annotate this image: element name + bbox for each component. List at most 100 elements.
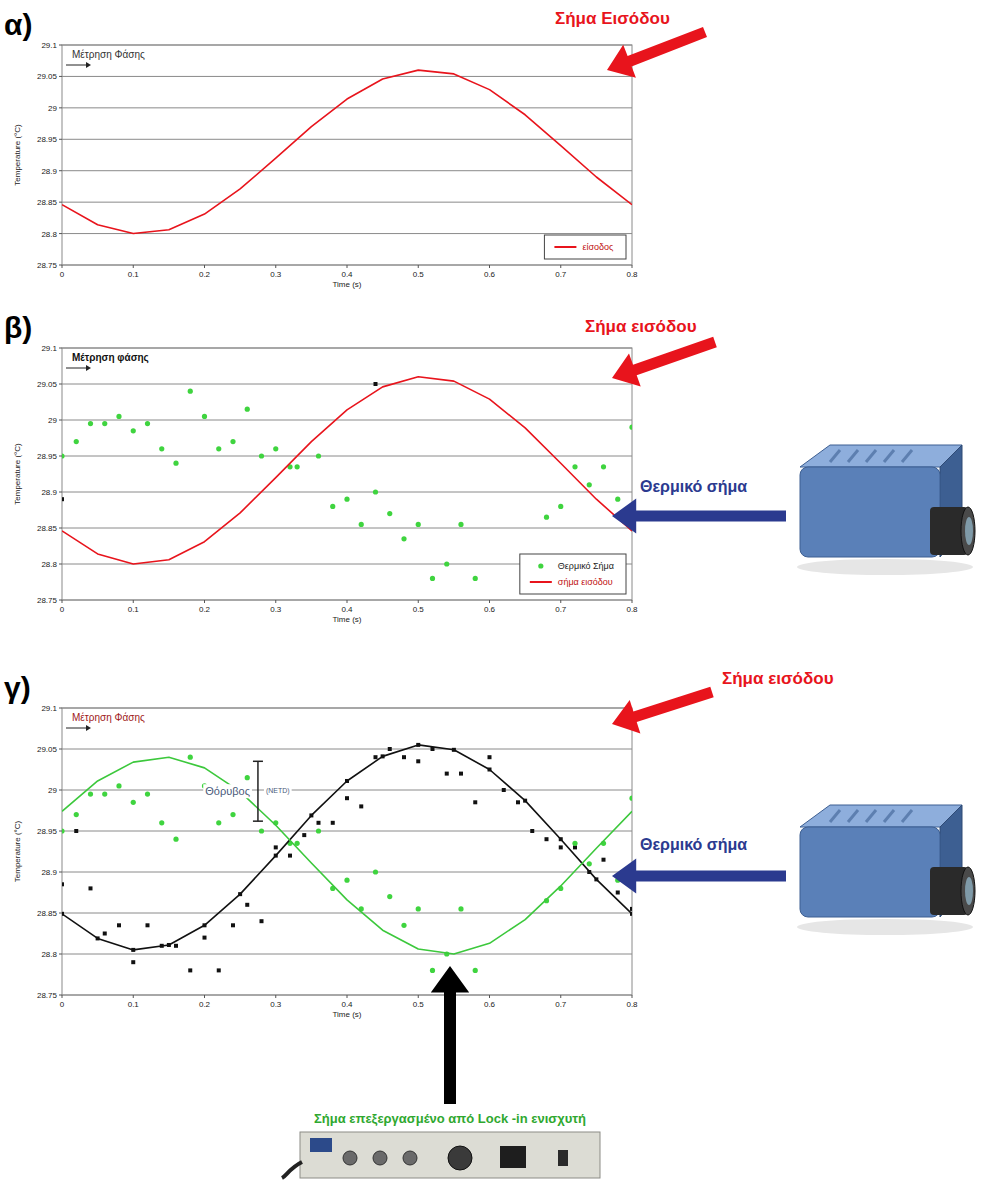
x-tick-label: 0.4 xyxy=(341,270,353,279)
square-marker xyxy=(416,759,420,763)
circle-marker xyxy=(216,820,221,825)
y-tick-label: 28.9 xyxy=(41,488,57,497)
circle-marker xyxy=(216,446,221,451)
square-marker xyxy=(309,813,313,817)
square-marker xyxy=(374,382,378,386)
circle-marker xyxy=(74,812,79,817)
square-marker xyxy=(381,754,385,758)
square-marker xyxy=(217,968,221,972)
square-marker xyxy=(388,747,392,751)
circle-marker xyxy=(188,389,193,394)
y-tick xyxy=(59,76,62,77)
grid-line xyxy=(62,45,632,46)
square-marker xyxy=(131,960,135,964)
circle-marker xyxy=(344,497,349,502)
x-tick xyxy=(489,995,490,998)
circle-marker xyxy=(558,504,563,509)
camera-vent xyxy=(848,450,858,462)
x-tick-label: 0.3 xyxy=(270,270,282,279)
grid-line xyxy=(62,872,632,873)
x-tick xyxy=(275,995,276,998)
callout-label: Σήμα επεξεργασμένο από Lock -in ενισχυτή xyxy=(314,1111,586,1126)
plot-frame xyxy=(62,45,632,265)
square-marker xyxy=(274,854,278,858)
x-tick xyxy=(632,265,633,268)
x-tick-label: 0.6 xyxy=(484,1000,496,1009)
circle-marker xyxy=(88,792,93,797)
square-marker xyxy=(523,799,527,803)
circle-marker xyxy=(387,894,392,899)
camera-shadow xyxy=(797,559,973,575)
y-tick-label: 28.8 xyxy=(41,950,57,959)
x-tick-label: 0 xyxy=(60,605,65,614)
y-tick xyxy=(59,492,62,493)
circle-marker xyxy=(615,497,620,502)
x-tick-label: 0.2 xyxy=(199,605,211,614)
y-tick-label: 29.05 xyxy=(37,72,58,81)
grid-line xyxy=(62,107,632,108)
camera-lens xyxy=(961,507,975,555)
x-tick xyxy=(347,995,348,998)
y-tick-label: 29.1 xyxy=(41,344,57,353)
y-tick-label: 28.9 xyxy=(41,868,57,877)
square-marker xyxy=(602,858,606,862)
y-tick-label: 28.75 xyxy=(37,596,58,605)
x-tick-label: 0.4 xyxy=(341,1000,353,1009)
plot-marks xyxy=(62,377,632,581)
grid-line xyxy=(62,233,632,234)
x-tick xyxy=(275,600,276,603)
panel-label: β) xyxy=(4,311,32,344)
square-marker xyxy=(402,755,406,759)
x-tick xyxy=(418,600,419,603)
square-marker xyxy=(203,936,207,940)
y-tick-label: 28.75 xyxy=(37,261,58,270)
circle-marker xyxy=(629,796,632,801)
circle-marker xyxy=(116,414,121,419)
series-line xyxy=(62,377,632,564)
device-switch xyxy=(558,1150,568,1166)
circle-marker xyxy=(259,828,264,833)
bracket-cap xyxy=(253,761,263,763)
circle-marker xyxy=(245,775,250,780)
y-tick xyxy=(59,202,62,203)
circle-marker xyxy=(430,968,435,973)
legend-box xyxy=(544,235,626,259)
grid-line xyxy=(62,790,632,791)
y-tick xyxy=(59,790,62,791)
y-tick xyxy=(59,872,62,873)
circle-marker xyxy=(416,906,421,911)
camera-icon xyxy=(797,805,975,935)
square-marker xyxy=(516,800,520,804)
x-tick xyxy=(133,600,134,603)
plot-frame xyxy=(62,348,632,600)
square-marker xyxy=(573,845,577,849)
legend-swatch xyxy=(554,246,576,248)
square-marker xyxy=(630,912,632,916)
circle-marker xyxy=(131,428,136,433)
y-tick xyxy=(59,45,62,46)
plot-marks xyxy=(62,743,632,973)
camera-vent xyxy=(884,450,894,462)
camera-body xyxy=(800,827,940,917)
circle-marker xyxy=(401,923,406,928)
x-tick xyxy=(204,600,205,603)
camera-icon xyxy=(797,445,975,575)
x-tick xyxy=(62,995,63,998)
y-tick xyxy=(59,749,62,750)
camera-top xyxy=(800,445,962,467)
legend: είσοδος xyxy=(544,235,626,259)
x-tick xyxy=(489,265,490,268)
y-tick xyxy=(59,954,62,955)
circle-marker xyxy=(572,464,577,469)
circle-marker xyxy=(316,453,321,458)
square-marker xyxy=(530,829,534,833)
callout-arrow xyxy=(612,337,717,387)
x-tick xyxy=(347,265,348,268)
label-patch xyxy=(203,784,252,798)
y-tick xyxy=(59,107,62,108)
x-tick xyxy=(418,995,419,998)
square-marker xyxy=(62,912,64,916)
phase-annotation: Μέτρηση Φάσης xyxy=(72,712,145,723)
y-tick xyxy=(59,170,62,171)
phase-arrow-head xyxy=(86,725,91,731)
